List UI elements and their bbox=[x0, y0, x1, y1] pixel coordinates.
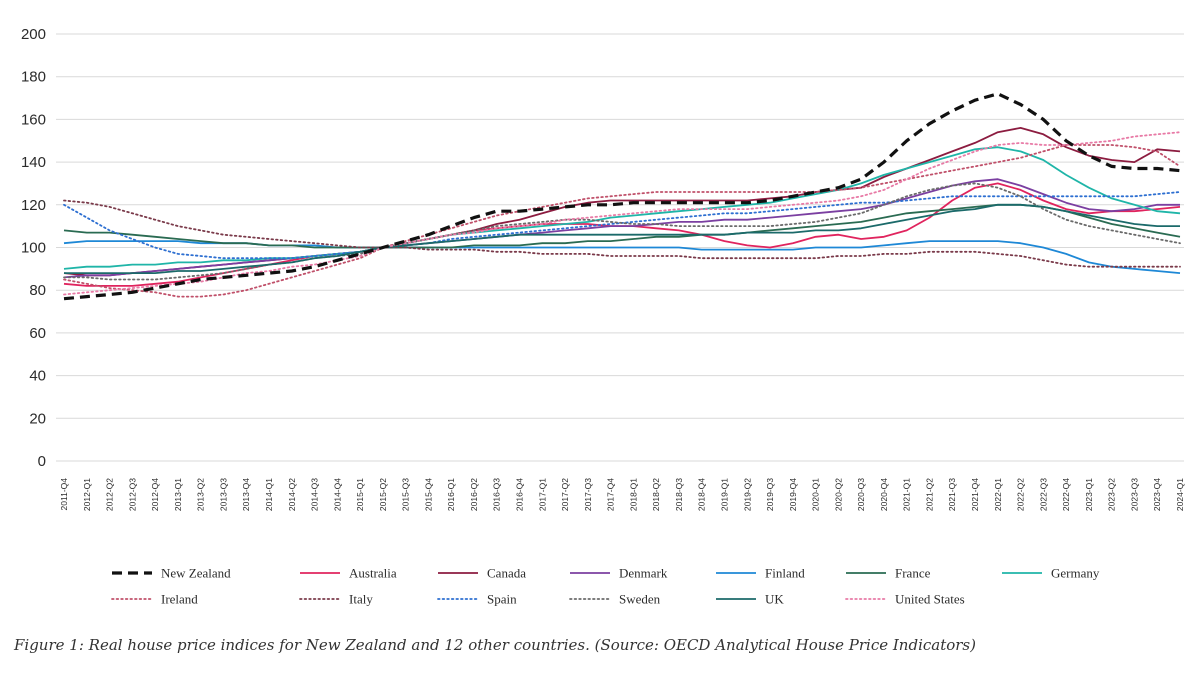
legend-label-united-states: United States bbox=[895, 592, 965, 607]
series-line-sweden bbox=[63, 182, 1181, 281]
x-tick-label: 2019-Q3 bbox=[765, 478, 775, 511]
x-tick-label: 2022-Q4 bbox=[1061, 478, 1071, 511]
legend-label-uk: UK bbox=[765, 592, 784, 607]
x-tick-label: 2014-Q4 bbox=[332, 478, 342, 511]
legend-label-australia: Australia bbox=[349, 566, 397, 581]
x-tick-label: 2016-Q2 bbox=[469, 478, 479, 511]
x-tick-label: 2020-Q3 bbox=[856, 478, 866, 511]
legend-label-ireland: Ireland bbox=[161, 592, 198, 607]
x-tick-label: 2024-Q1 bbox=[1175, 478, 1185, 511]
x-tick-label: 2015-Q3 bbox=[401, 478, 411, 511]
x-tick-label: 2013-Q4 bbox=[241, 478, 251, 511]
x-tick-label: 2015-Q4 bbox=[423, 478, 433, 511]
series-line-uk bbox=[64, 203, 1180, 274]
series-lines bbox=[63, 92, 1181, 301]
x-tick-label: 2023-Q3 bbox=[1129, 478, 1139, 511]
y-tick-label: 40 bbox=[29, 368, 46, 385]
x-tick-label: 2014-Q2 bbox=[287, 478, 297, 511]
x-tick-label: 2020-Q1 bbox=[811, 478, 821, 511]
y-tick-label: 160 bbox=[21, 111, 46, 128]
y-tick-label: 140 bbox=[21, 154, 46, 171]
y-tick-label: 100 bbox=[21, 240, 46, 257]
x-tick-label: 2013-Q1 bbox=[173, 478, 183, 511]
y-tick-label: 80 bbox=[29, 282, 46, 299]
x-tick-label: 2021-Q3 bbox=[947, 478, 957, 511]
x-tick-label: 2021-Q2 bbox=[924, 478, 934, 511]
x-tick-label: 2017-Q3 bbox=[583, 478, 593, 511]
x-tick-label: 2019-Q1 bbox=[719, 478, 729, 511]
x-tick-label: 2017-Q4 bbox=[606, 478, 616, 511]
legend-label-italy: Italy bbox=[349, 592, 373, 607]
line-chart: 0 20 40 60 80 100 120 140 160 180 200 2011-Q4 2012-… bbox=[21, 26, 1185, 607]
x-tick-label: 2021-Q1 bbox=[902, 478, 912, 511]
legend-label-new-zealand: New Zealand bbox=[161, 566, 231, 581]
x-tick-label: 2014-Q1 bbox=[264, 478, 274, 511]
x-axis: 2011-Q4 2012-Q1 2012-Q2 2012-Q3 2012-Q4 2013-… bbox=[59, 478, 1185, 511]
x-tick-label: 2022-Q2 bbox=[1016, 478, 1026, 511]
series-line-italy bbox=[63, 199, 1181, 268]
legend-label-spain: Spain bbox=[487, 592, 517, 607]
legend-label-denmark: Denmark bbox=[619, 566, 668, 581]
series-line-new-zealand bbox=[63, 92, 1181, 301]
x-tick-label: 2012-Q4 bbox=[150, 478, 160, 511]
x-tick-label: 2018-Q4 bbox=[697, 478, 707, 511]
x-tick-label: 2018-Q3 bbox=[674, 478, 684, 511]
x-tick-label: 2016-Q4 bbox=[515, 478, 525, 511]
x-tick-label: 2012-Q1 bbox=[82, 478, 92, 511]
figure-caption: Figure 1: Real house price indices for N… bbox=[14, 636, 976, 654]
x-tick-label: 2016-Q3 bbox=[492, 478, 502, 511]
x-tick-label: 2013-Q2 bbox=[196, 478, 206, 511]
x-tick-label: 2019-Q2 bbox=[742, 478, 752, 511]
series-line-ireland bbox=[63, 144, 1181, 298]
y-tick-label: 20 bbox=[29, 410, 46, 427]
x-tick-label: 2016-Q1 bbox=[446, 478, 456, 511]
y-tick-label: 200 bbox=[21, 26, 46, 43]
legend-label-sweden: Sweden bbox=[619, 592, 661, 607]
legend-label-france: France bbox=[895, 566, 931, 581]
y-tick-label: 0 bbox=[38, 453, 46, 470]
legend-label-germany: Germany bbox=[1051, 566, 1100, 581]
x-tick-label: 2022-Q3 bbox=[1038, 478, 1048, 511]
x-tick-label: 2013-Q3 bbox=[218, 478, 228, 511]
series-line-denmark bbox=[63, 178, 1180, 279]
y-tick-label: 120 bbox=[21, 197, 46, 214]
legend-label-finland: Finland bbox=[765, 566, 805, 581]
legend-label-canada: Canada bbox=[487, 566, 526, 581]
x-tick-label: 2011-Q4 bbox=[59, 478, 69, 511]
x-tick-label: 2012-Q3 bbox=[127, 478, 137, 511]
x-tick-label: 2023-Q1 bbox=[1084, 478, 1094, 511]
y-axis: 0 20 40 60 80 100 120 140 160 180 200 bbox=[21, 26, 46, 470]
x-tick-label: 2018-Q1 bbox=[628, 478, 638, 511]
x-tick-label: 2018-Q2 bbox=[651, 478, 661, 511]
series-line-united-states bbox=[63, 131, 1181, 296]
x-tick-label: 2014-Q3 bbox=[310, 478, 320, 511]
y-tick-label: 60 bbox=[29, 325, 46, 342]
x-tick-label: 2017-Q2 bbox=[560, 478, 570, 511]
x-tick-label: 2020-Q4 bbox=[879, 478, 889, 511]
x-tick-label: 2015-Q1 bbox=[355, 478, 365, 511]
x-tick-label: 2023-Q4 bbox=[1152, 478, 1162, 511]
x-tick-label: 2022-Q1 bbox=[993, 478, 1003, 511]
legend: New Zealand Australia Canada Denmark Finland… bbox=[111, 566, 1100, 607]
series-line-germany bbox=[63, 146, 1181, 270]
x-tick-label: 2020-Q2 bbox=[833, 478, 843, 511]
x-tick-label: 2017-Q1 bbox=[537, 478, 547, 511]
x-tick-label: 2015-Q2 bbox=[378, 478, 388, 511]
x-tick-label: 2021-Q4 bbox=[970, 478, 980, 511]
y-tick-label: 180 bbox=[21, 69, 46, 86]
x-tick-label: 2023-Q2 bbox=[1107, 478, 1117, 511]
x-tick-label: 2012-Q2 bbox=[105, 478, 115, 511]
x-tick-label: 2019-Q4 bbox=[788, 478, 798, 511]
